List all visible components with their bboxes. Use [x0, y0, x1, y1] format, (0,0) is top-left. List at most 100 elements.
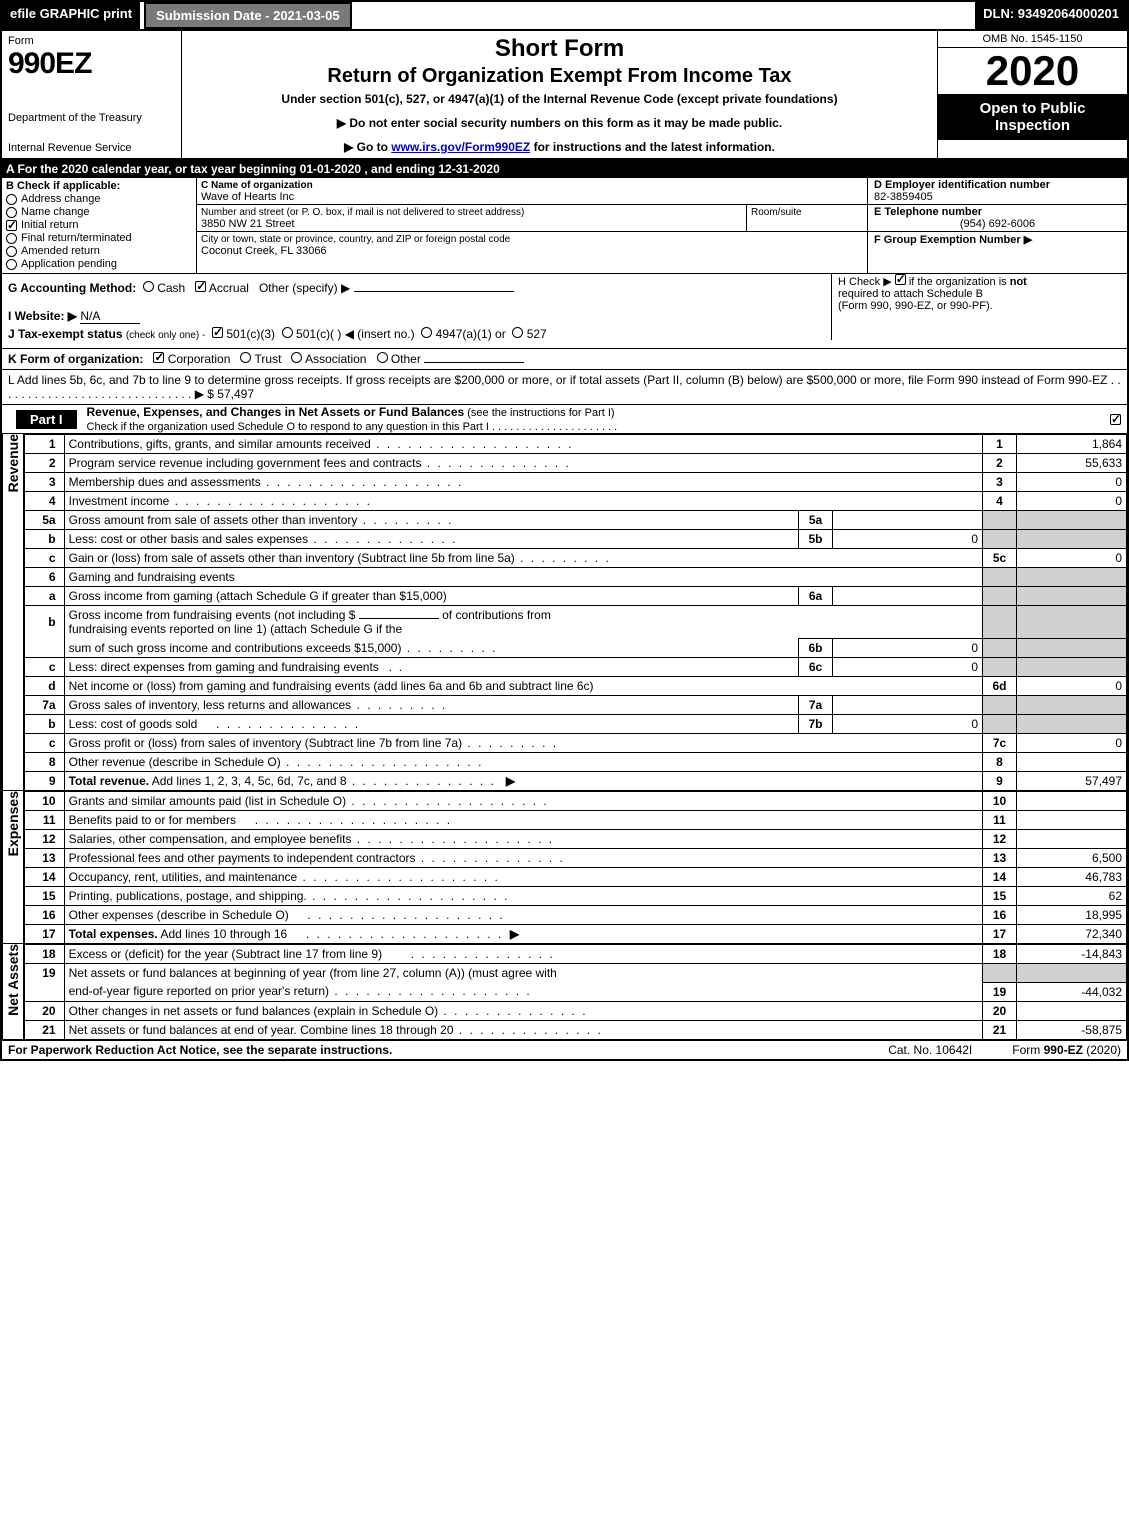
- line-14-value: 46,783: [1017, 868, 1127, 887]
- line-19-shade2: [1017, 964, 1127, 983]
- box-d-e-f: D Employer identification number 82-3859…: [867, 178, 1127, 273]
- page-footer: For Paperwork Reduction Act Notice, see …: [2, 1040, 1127, 1059]
- line-5a-shade: [983, 511, 1017, 530]
- line-20-no: 20: [24, 1001, 64, 1020]
- chk-association[interactable]: [291, 352, 302, 363]
- chk-501c3[interactable]: [212, 327, 223, 338]
- line-20-value: [1017, 1001, 1127, 1020]
- row-l: L Add lines 5b, 6c, and 7b to line 9 to …: [2, 370, 1127, 404]
- line-16-no: 16: [24, 906, 64, 925]
- chk-trust[interactable]: [240, 352, 251, 363]
- opt-trust: Trust: [255, 352, 282, 366]
- line-21-col: 21: [983, 1020, 1017, 1039]
- line-7b-text: Less: cost of goods sold: [69, 717, 198, 731]
- line-9-text: Add lines 1, 2, 3, 4, 5c, 6d, 7c, and 8: [152, 774, 496, 788]
- line-6c-shade2: [1017, 658, 1127, 677]
- line-13-col: 13: [983, 849, 1017, 868]
- line-21-text: Net assets or fund balances at end of ye…: [69, 1023, 603, 1037]
- line-6c-subvalue: 0: [833, 658, 983, 677]
- other-org-input[interactable]: [424, 362, 524, 363]
- line-4-row: 4 Investment income 4 0: [24, 492, 1126, 511]
- line-7a-shade2: [1017, 696, 1127, 715]
- line-4-text: Investment income: [69, 494, 372, 508]
- chk-527[interactable]: [512, 327, 523, 338]
- dept-treasury: Department of the Treasury: [8, 112, 175, 124]
- line-7a-row: 7a Gross sales of inventory, less return…: [24, 696, 1126, 715]
- line-6b-blank[interactable]: [359, 618, 439, 619]
- l-value: 57,497: [217, 387, 254, 401]
- line-20-col: 20: [983, 1001, 1017, 1020]
- chk-address-change[interactable]: [6, 194, 17, 205]
- c-name-label: C Name of organization: [201, 180, 313, 191]
- chk-name-change[interactable]: [6, 207, 17, 218]
- chk-corporation[interactable]: [153, 352, 164, 363]
- chk-501c[interactable]: [282, 327, 293, 338]
- section-g-h-i-j: H Check ▶ if the organization is not req…: [2, 274, 1127, 349]
- other-specify-input[interactable]: [354, 291, 514, 292]
- line-17-text: Add lines 10 through 16: [160, 927, 287, 941]
- chk-schedule-o-used[interactable]: [1110, 414, 1121, 425]
- opt-4947: 4947(a)(1) or: [436, 327, 506, 341]
- chk-accrual[interactable]: [195, 281, 206, 292]
- dln-label: DLN: 93492064000201: [975, 2, 1127, 29]
- line-5b-text: Less: cost or other basis and sales expe…: [69, 532, 458, 546]
- line-12-no: 12: [24, 830, 64, 849]
- line-6b-text3: sum of such gross income and contributio…: [69, 641, 498, 655]
- line-8-value: [1017, 753, 1127, 772]
- line-11-col: 11: [983, 811, 1017, 830]
- room-label: Room/suite: [751, 207, 802, 218]
- line-17-value: 72,340: [1017, 925, 1127, 944]
- opt-final-return: Final return/terminated: [21, 232, 132, 244]
- line-7b-shade: [983, 715, 1017, 734]
- line-17-arrow: ▶: [510, 927, 519, 941]
- line-15-row: 15 Printing, publications, postage, and …: [24, 887, 1126, 906]
- line-6a-subvalue: [833, 587, 983, 606]
- line-18-text: Excess or (deficit) for the year (Subtra…: [69, 947, 382, 961]
- part-1-tag: Part I: [16, 410, 77, 429]
- line-1-text: Contributions, gifts, grants, and simila…: [69, 437, 574, 451]
- phone-value: (954) 692-6006: [874, 218, 1121, 230]
- part-1-check-line: Check if the organization used Schedule …: [87, 421, 618, 433]
- line-7c-no: c: [24, 734, 64, 753]
- line-10-text: Grants and similar amounts paid (list in…: [69, 794, 549, 808]
- financial-table-wrap: Revenue 1 Contributions, gifts, grants, …: [2, 434, 1127, 791]
- chk-amended-return[interactable]: [6, 246, 17, 257]
- h-text3: required to attach Schedule B: [838, 288, 983, 300]
- chk-cash[interactable]: [143, 281, 154, 292]
- line-16-dots: [302, 908, 505, 922]
- line-6d-no: d: [24, 677, 64, 696]
- header-right: OMB No. 1545-1150 2020 Open to Public In…: [937, 31, 1127, 158]
- line-6d-value: 0: [1017, 677, 1127, 696]
- chk-4947[interactable]: [421, 327, 432, 338]
- line-4-col: 4: [983, 492, 1017, 511]
- line-6b-subvalue: 0: [833, 639, 983, 658]
- line-6d-text: Net income or (loss) from gaming and fun…: [64, 677, 982, 696]
- line-19-value: -44,032: [1017, 982, 1127, 1001]
- line-6a-sublabel: 6a: [799, 587, 833, 606]
- line-5b-shade2: [1017, 530, 1127, 549]
- side-label-expenses: Expenses: [2, 791, 24, 944]
- chk-application-pending[interactable]: [6, 259, 17, 270]
- efile-print-button[interactable]: efile GRAPHIC print: [2, 2, 140, 29]
- line-5a-no: 5a: [24, 511, 64, 530]
- line-1-value: 1,864: [1017, 435, 1127, 454]
- line-19-row1: 19 Net assets or fund balances at beginn…: [24, 964, 1126, 983]
- line-6a-shade2: [1017, 587, 1127, 606]
- part-1-header: Part I Revenue, Expenses, and Changes in…: [2, 404, 1127, 434]
- chk-final-return[interactable]: [6, 233, 17, 244]
- irs-link[interactable]: www.irs.gov/Form990EZ: [391, 140, 530, 154]
- line-9-value: 57,497: [1017, 772, 1127, 791]
- line-12-value: [1017, 830, 1127, 849]
- topbar-spacer: [352, 2, 976, 29]
- line-6c-text: Less: direct expenses from gaming and fu…: [69, 660, 379, 674]
- chk-initial-return[interactable]: [6, 220, 17, 231]
- opt-other-org: Other: [391, 352, 421, 366]
- footer-left: For Paperwork Reduction Act Notice, see …: [8, 1043, 848, 1057]
- line-6-shade2: [1017, 568, 1127, 587]
- line-9-arrow: ▶: [506, 774, 515, 788]
- opt-corporation: Corporation: [168, 352, 231, 366]
- chk-h-not-required[interactable]: [895, 274, 906, 285]
- box-c: C Name of organization Wave of Hearts In…: [197, 178, 867, 273]
- chk-other-org[interactable]: [377, 352, 388, 363]
- form-number: 990EZ: [8, 47, 175, 81]
